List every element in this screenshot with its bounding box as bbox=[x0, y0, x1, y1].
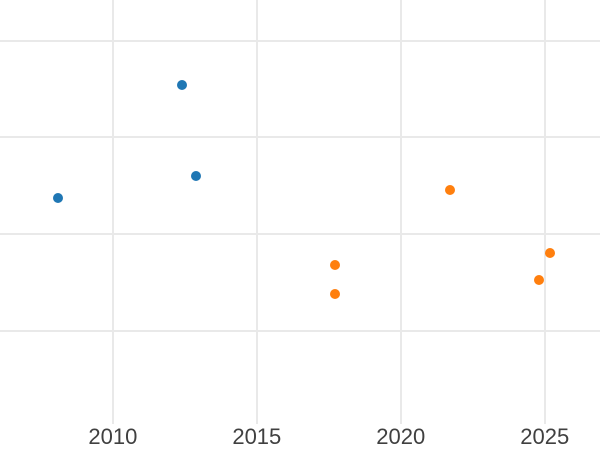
x-axis: 2010 2015 2020 2025 bbox=[0, 424, 600, 450]
x-tick-label: 2010 bbox=[88, 424, 138, 449]
scatter-point-orange-series bbox=[444, 184, 455, 195]
x-gridline bbox=[111, 0, 114, 424]
scatter-point-orange-series bbox=[533, 275, 544, 286]
x-tick-label: 2025 bbox=[520, 424, 570, 449]
scatter-point-blue-series bbox=[176, 80, 187, 91]
x-tick-label: 2015 bbox=[232, 424, 282, 449]
x-gridline bbox=[255, 0, 258, 424]
x-tick-label: 2020 bbox=[376, 424, 426, 449]
y-gridline bbox=[0, 233, 600, 236]
scatter-point-orange-series bbox=[329, 260, 340, 271]
scatter-point-blue-series bbox=[191, 171, 202, 182]
y-gridline bbox=[0, 136, 600, 139]
y-gridline bbox=[0, 330, 600, 333]
scatter-point-blue-series bbox=[53, 192, 64, 203]
plot-area bbox=[0, 0, 600, 424]
x-gridline bbox=[543, 0, 546, 424]
scatter-point-orange-series bbox=[545, 247, 556, 258]
x-gridline bbox=[399, 0, 402, 424]
scatter-point-orange-series bbox=[329, 288, 340, 299]
y-gridline bbox=[0, 39, 600, 42]
